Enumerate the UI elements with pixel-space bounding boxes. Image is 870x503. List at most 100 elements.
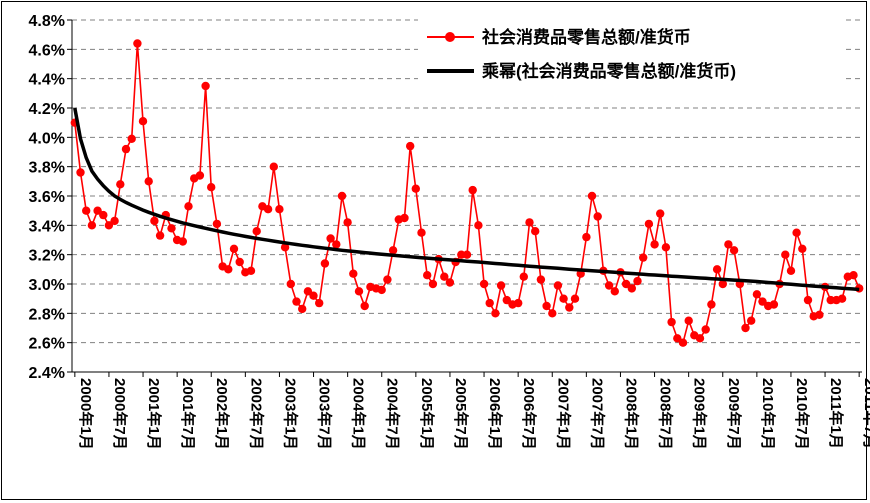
data-point xyxy=(298,304,307,314)
data-point xyxy=(269,162,278,171)
axes xyxy=(67,19,862,377)
y-tick-label: 4.4% xyxy=(29,72,65,89)
data-point xyxy=(144,177,153,186)
x-tick-label: 2009年1月 xyxy=(691,378,709,450)
x-tick-label: 2009年7月 xyxy=(725,378,743,450)
data-point xyxy=(496,281,506,290)
data-point xyxy=(315,298,324,308)
data-point xyxy=(275,205,284,214)
data-point xyxy=(337,191,347,201)
data-point xyxy=(195,171,205,180)
x-tick-label: 2007年1月 xyxy=(554,378,572,450)
data-point xyxy=(667,317,676,327)
data-point xyxy=(593,212,602,221)
data-point xyxy=(229,244,239,253)
data-point xyxy=(485,298,494,308)
x-tick-label: 2003年7月 xyxy=(316,378,334,450)
data-point xyxy=(184,202,193,211)
data-point xyxy=(627,284,636,293)
data-point xyxy=(491,309,500,318)
legend-background xyxy=(418,14,846,94)
data-point xyxy=(514,298,523,308)
y-tick-label: 3.2% xyxy=(29,248,65,265)
legend-label-series-2: 乘幂(社会消费品零售总额/准货币) xyxy=(481,61,736,81)
data-point xyxy=(837,294,847,303)
x-tick-label: 2004年1月 xyxy=(350,378,368,450)
data-point xyxy=(235,257,244,267)
data-point xyxy=(354,287,364,296)
x-tick-label: 2005年1月 xyxy=(418,378,436,450)
data-point xyxy=(343,218,352,227)
x-tick-label: 2007年7月 xyxy=(588,378,606,450)
data-point xyxy=(747,316,756,325)
data-point xyxy=(133,39,142,48)
data-point xyxy=(280,243,290,252)
data-point xyxy=(729,246,739,255)
data-point xyxy=(440,272,449,281)
legend-swatch-marker-red xyxy=(445,32,455,42)
x-tick-label: 2002年7月 xyxy=(247,378,265,450)
data-point xyxy=(201,81,210,91)
data-point xyxy=(769,300,779,309)
legend: 社会消费品零售总额/准货币 乘幂(社会消费品零售总额/准货币) xyxy=(418,14,846,94)
data-point xyxy=(644,219,654,229)
data-point xyxy=(292,297,301,306)
data-point xyxy=(445,278,455,287)
data-point xyxy=(167,224,176,233)
x-tick-label: 2008年1月 xyxy=(622,378,640,450)
data-point xyxy=(87,221,97,230)
data-point xyxy=(639,253,648,262)
x-tick-label: 2005年7月 xyxy=(452,378,470,450)
data-point xyxy=(752,290,762,299)
x-tick-label: 2008年7月 xyxy=(657,378,675,450)
data-point xyxy=(604,281,614,290)
x-tick-label: 2000年7月 xyxy=(111,378,129,450)
data-point xyxy=(741,323,750,333)
data-point xyxy=(661,243,671,252)
data-point xyxy=(621,279,631,289)
data-point xyxy=(633,276,642,286)
data-point xyxy=(701,325,710,334)
data-point xyxy=(286,279,295,289)
x-tick-label: 2002年1月 xyxy=(213,378,231,450)
y-tick-label: 3.6% xyxy=(29,189,65,206)
data-point xyxy=(207,183,216,192)
x-tick-label: 2011年1月 xyxy=(827,378,845,449)
data-point xyxy=(309,291,318,300)
x-tick-label: 2001年7月 xyxy=(179,378,197,450)
y-tick-label: 2.4% xyxy=(29,365,65,382)
data-point xyxy=(110,216,119,226)
data-point xyxy=(377,285,386,295)
trend-line-power xyxy=(73,107,860,292)
y-tick-label: 4.2% xyxy=(29,101,65,118)
data-point xyxy=(121,144,131,154)
x-tick-label: 2006年1月 xyxy=(486,378,504,450)
data-point xyxy=(349,269,358,278)
data-point xyxy=(678,338,688,347)
y-tick-label: 2.6% xyxy=(29,336,65,353)
data-point xyxy=(758,297,767,306)
y-tick-label: 4.8% xyxy=(29,13,65,30)
data-point xyxy=(99,210,108,220)
data-point xyxy=(519,272,528,281)
data-point xyxy=(724,240,733,249)
data-point xyxy=(673,334,682,343)
data-point xyxy=(474,221,483,230)
data-point xyxy=(553,281,563,290)
data-point xyxy=(656,209,665,218)
x-tick-label: 2006年7月 xyxy=(520,378,538,450)
data-point xyxy=(406,141,415,151)
data-point xyxy=(718,279,727,289)
data-point xyxy=(582,232,591,242)
data-point xyxy=(570,294,580,303)
data-point xyxy=(462,250,472,259)
data-point xyxy=(138,117,148,126)
data-point xyxy=(82,206,91,215)
legend-label-series-1: 社会消费品零售总额/准货币 xyxy=(481,27,691,47)
data-point xyxy=(93,206,102,215)
data-point xyxy=(712,265,722,274)
data-point xyxy=(479,279,489,289)
data-point xyxy=(388,246,398,255)
